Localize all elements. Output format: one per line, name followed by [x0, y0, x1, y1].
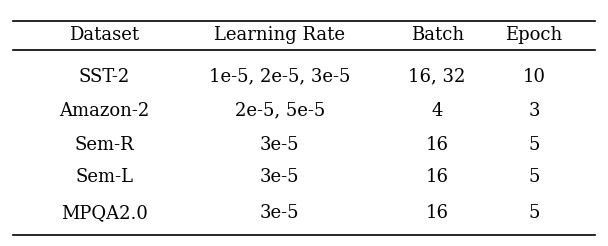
Text: 16: 16	[426, 168, 449, 185]
Text: Epoch: Epoch	[505, 26, 562, 45]
Text: Batch: Batch	[410, 26, 464, 45]
Text: 1e-5, 2e-5, 3e-5: 1e-5, 2e-5, 3e-5	[209, 68, 350, 86]
Text: 3e-5: 3e-5	[260, 168, 300, 185]
Text: 16, 32: 16, 32	[409, 68, 466, 86]
Text: 4: 4	[432, 102, 443, 120]
Text: MPQA2.0: MPQA2.0	[61, 204, 148, 222]
Text: 3e-5: 3e-5	[260, 136, 300, 154]
Text: 16: 16	[426, 204, 449, 222]
Text: 2e-5, 5e-5: 2e-5, 5e-5	[235, 102, 325, 120]
Text: 16: 16	[426, 136, 449, 154]
Text: Sem-R: Sem-R	[74, 136, 134, 154]
Text: Sem-L: Sem-L	[75, 168, 133, 185]
Text: 10: 10	[522, 68, 545, 86]
Text: 5: 5	[528, 204, 540, 222]
Text: Dataset: Dataset	[69, 26, 139, 45]
Text: 5: 5	[528, 168, 540, 185]
Text: Amazon-2: Amazon-2	[59, 102, 150, 120]
Text: SST-2: SST-2	[78, 68, 130, 86]
Text: 3e-5: 3e-5	[260, 204, 300, 222]
Text: Learning Rate: Learning Rate	[214, 26, 345, 45]
Text: 3: 3	[528, 102, 540, 120]
Text: 5: 5	[528, 136, 540, 154]
